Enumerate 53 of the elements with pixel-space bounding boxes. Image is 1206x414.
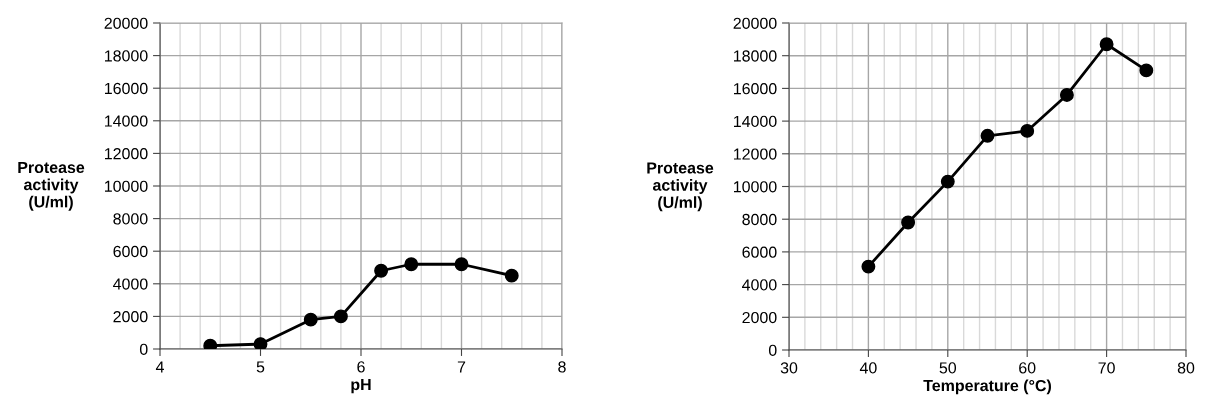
y-tick-label: 16000 — [105, 82, 148, 95]
point — [861, 259, 876, 274]
y-tick-label: 6000 — [742, 246, 777, 258]
y-tick-label: 18000 — [734, 50, 777, 62]
point — [203, 338, 218, 349]
x-tick-label: 4 — [155, 361, 164, 373]
x-axis-title: pH — [351, 379, 371, 394]
point — [404, 257, 419, 272]
y-axis-title: Protease activity (U/ml) — [647, 162, 714, 212]
y-tick-label: 2000 — [742, 311, 777, 324]
point — [303, 312, 318, 327]
x-axis-title: Temperature (°C) — [923, 379, 1051, 395]
y-tick-label: 16000 — [734, 83, 777, 95]
y-tick-label: 20000 — [733, 17, 777, 29]
y-tick-label: 6000 — [113, 245, 148, 258]
point — [1020, 123, 1035, 138]
x-tick-label: 8 — [558, 361, 566, 373]
y-tick-label: 14000 — [105, 115, 148, 127]
y-tick-label: 10000 — [734, 181, 777, 193]
y-tick-label: 12000 — [105, 148, 148, 160]
x-tick-label: 30 — [780, 362, 798, 374]
y-tick-label: 4000 — [113, 278, 148, 290]
y-tick-label: 2000 — [113, 311, 148, 323]
point — [901, 215, 916, 230]
y-tick-label: 0 — [768, 344, 777, 356]
point — [980, 128, 995, 143]
point — [454, 257, 469, 272]
x-tick-label: 50 — [939, 362, 957, 374]
y-tick-label: 20000 — [104, 17, 148, 29]
y-axis-title: Protease activity (U/ml) — [18, 161, 85, 211]
x-tick-label: 60 — [1019, 362, 1036, 374]
y-tick-label: 18000 — [105, 50, 148, 62]
x-tick-label: 6 — [357, 361, 365, 373]
point — [1139, 63, 1154, 78]
x-tick-label: 40 — [859, 362, 877, 374]
point — [253, 337, 268, 349]
y-tick-label: 4000 — [742, 279, 777, 291]
x-tick-label: 7 — [457, 361, 466, 373]
y-tick-label: 10000 — [105, 180, 148, 192]
point — [504, 268, 519, 283]
y-tick-label: 8000 — [113, 213, 148, 225]
point — [374, 263, 389, 278]
x-tick-label: 80 — [1177, 362, 1195, 374]
x-tick-label: 5 — [256, 361, 265, 373]
y-tick-label: 0 — [139, 343, 148, 355]
point — [1059, 87, 1074, 102]
point — [940, 174, 955, 189]
point — [333, 309, 348, 324]
x-tick-label: 70 — [1098, 362, 1115, 374]
point — [1099, 37, 1114, 52]
y-tick-label: 14000 — [734, 115, 777, 128]
y-tick-label: 8000 — [742, 213, 777, 226]
y-tick-label: 12000 — [734, 148, 777, 160]
